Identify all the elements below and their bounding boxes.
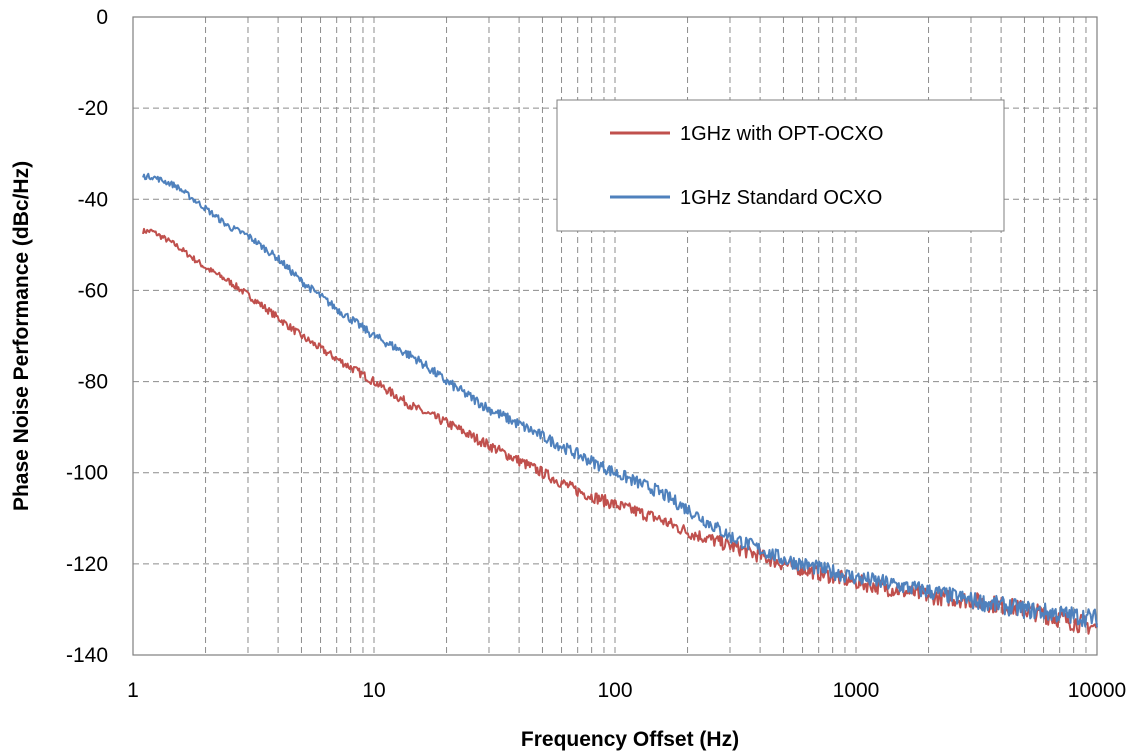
y-tick-label: -100	[66, 462, 108, 485]
x-tick-label: 1	[127, 679, 139, 702]
legend-box	[556, 99, 1005, 232]
x-tick-label: 100	[597, 679, 632, 702]
legend-label-standard-ocxo: 1GHz Standard OCXO	[680, 187, 882, 209]
y-axis-title: Phase Noise Performance (dBc/Hz)	[10, 161, 33, 511]
y-tick-label: -80	[78, 371, 108, 394]
x-axis-tick-labels: 1 10 100 1000 10000	[127, 679, 1126, 702]
series-layer	[142, 172, 1098, 635]
y-tick-label: -20	[78, 97, 108, 120]
gridlines	[133, 16, 1097, 656]
x-tick-label: 10000	[1068, 679, 1126, 702]
x-tick-label: 10	[362, 679, 385, 702]
x-axis-title: Frequency Offset (Hz)	[521, 728, 739, 751]
y-tick-label: 0	[96, 6, 108, 29]
y-tick-label: -120	[66, 553, 108, 576]
y-tick-label: -60	[78, 279, 108, 302]
series-line-1	[142, 172, 1098, 628]
series-line-0	[142, 227, 1098, 635]
legend-label-opt-ocxo: 1GHz with OPT-OCXO	[680, 123, 883, 145]
y-axis-tick-labels: 0 -20 -40 -60 -80 -100 -120 -140	[66, 6, 108, 667]
y-tick-label: -140	[66, 644, 108, 667]
plot-area-border	[132, 16, 1098, 656]
y-tick-label: -40	[78, 188, 108, 211]
legend: 1GHz with OPT-OCXO 1GHz Standard OCXO	[556, 99, 1005, 232]
x-tick-label: 1000	[833, 679, 880, 702]
